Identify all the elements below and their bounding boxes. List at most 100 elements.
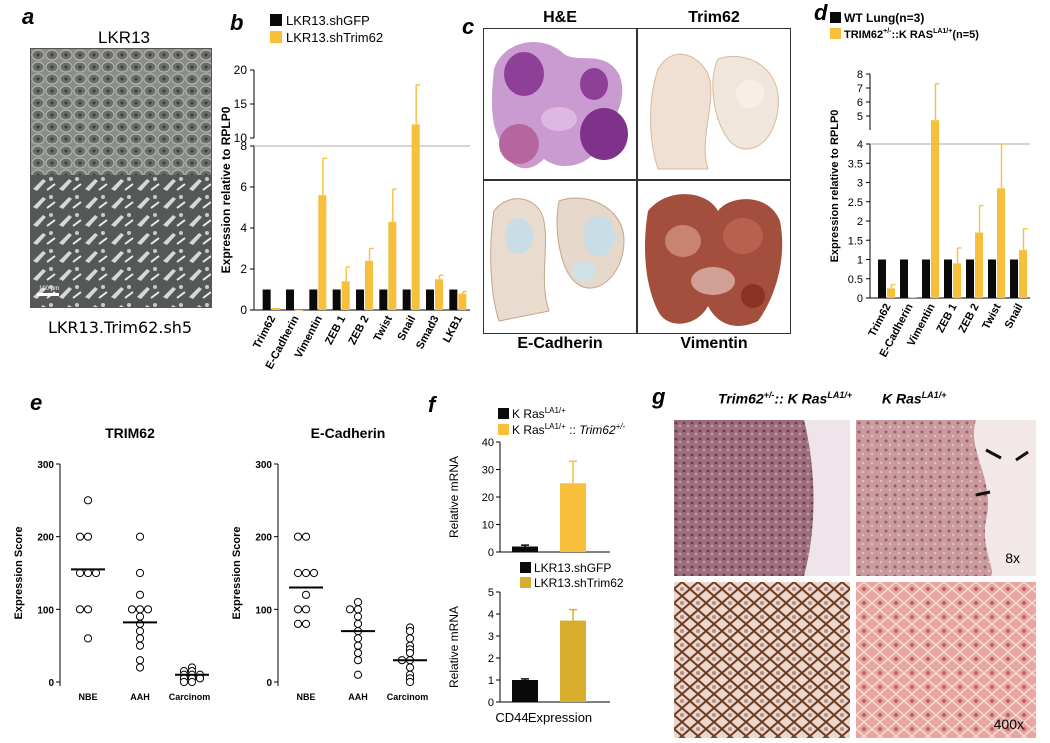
data-point [179,677,189,687]
legend-swatch-trim62-kras [830,28,841,39]
g-bottom-left-image [674,582,850,738]
data-point [353,641,363,650]
legend-swatch-shgfp [270,14,282,26]
g-top-left-image [674,420,850,576]
bar [426,289,434,310]
data-point [353,634,363,643]
y-tick-label: 10 [234,131,248,145]
x-category-label: Carcinoma [387,692,428,702]
x-category-label: Twist [372,313,396,343]
x-category-label: NBE [296,692,315,702]
data-point [405,663,415,672]
g-left-title-gene: Trim62 [718,390,764,407]
data-point [293,605,303,614]
data-point [83,605,93,614]
y-tick-label: 4 [488,609,494,621]
cell-culture-image: 100 µm [31,49,211,307]
data-point [75,605,85,614]
panel-d-bar-chart: WT Lung(n=3)TRIM62+/-::K RASLA1/+(n=5)0 0… [829,11,1030,359]
ihc-low-mag-trim62-image [674,420,850,576]
arrow-icon [1015,450,1029,462]
data-point [293,568,303,578]
y-tick-label: 6 [857,97,863,109]
y-tick-label: 40 [482,437,494,449]
y-tick-label: 6 [240,180,247,194]
y-tick-label: 7 [857,83,863,95]
data-point [135,532,145,541]
y-tick-label: 10 [482,520,494,532]
scatter-title: TRIM62 [105,425,155,441]
legend-part-sup2: LA1/+ [933,28,952,35]
y-tick-label: 0 [266,678,272,689]
data-point [135,612,145,621]
panel-a-caption: LKR13.Trim62.sh5 [48,318,193,337]
data-point [83,496,93,505]
data-point [405,634,415,643]
bar [878,259,886,298]
he-stain-image [491,42,628,169]
panel-e-ecadherin-scatter: E-Cadherin 0 100 200 300 Expression Score NBE A… [231,425,428,702]
panel-e-trim62-scatter: TRIM62 0 100 200 300 Expression Score NBE AAH Ca… [13,425,210,702]
y-axis-title: Expression relative to RPLP0 [219,106,233,273]
y-tick-label: 0.5 [848,274,863,286]
panel-b-bar-chart: LKR13.shGFPLKR13.shTrim6202468101520Trim… [219,13,470,370]
y-axis-title: Expression relative to RPLP0 [829,110,841,263]
data-point [135,641,145,650]
x-label-cd44: CD44 [495,710,528,725]
y-tick-label: 5 [857,111,863,123]
scalebar-label: 100 µm [39,286,59,292]
g-left-title-kras: :: K Ras [774,390,828,407]
ecadherin-stain-image [490,197,625,322]
bar [887,288,895,298]
g-top-right-image: 8x [856,420,1036,576]
data-point [405,677,415,687]
bar [560,483,586,552]
data-point [143,605,153,614]
tile-ecadherin-label: E-Cadherin [517,335,603,352]
data-point [345,605,355,614]
bar [512,546,538,552]
x-label-expression: Expression [528,710,592,725]
x-category-label: LKB1 [441,314,465,345]
y-tick-label: 0 [488,697,494,709]
data-point [83,568,93,578]
arrow-icon [975,490,991,497]
y-axis-title: Relative mRNA [447,456,461,538]
y-tick-label: 8 [240,139,247,153]
bar [379,289,388,310]
legend-label-shtrim62: LKR13.shTrim62 [534,576,624,590]
data-point [135,663,145,672]
data-point [293,619,303,628]
y-tick-label: 20 [234,63,248,77]
bar [458,293,467,310]
legend-swatch-kras-trim62 [498,424,509,435]
data-point [91,568,101,578]
y-tick-label: 100 [255,605,272,616]
bar [332,289,341,310]
bar [1019,249,1027,298]
bar [975,232,983,298]
bar [365,260,373,310]
tile-vimentin-label: Vimentin [680,335,748,352]
data-point [75,532,85,541]
y-tick-label: 2 [240,262,247,276]
data-point [135,656,145,665]
trim62-stain-image [650,53,779,170]
bar [1010,259,1018,298]
legend-label-kras: K RasLA1/+ [512,406,566,421]
legend-swatch-shtrim62 [520,577,531,588]
legend-swatch-shgfp [520,562,531,573]
tile-he-label: H&E [543,9,577,26]
y-tick-label: 4 [240,221,247,235]
y-tick-label: 2 [857,216,863,228]
x-category-label: Carcinoma [169,692,210,702]
legend-part-sup: LA1/+ [545,422,566,431]
panel-label-g: g [652,384,666,409]
bar [318,195,327,310]
y-tick-label: 30 [482,465,494,477]
bar [953,263,961,298]
bar [909,297,917,298]
y-tick-label: 300 [255,460,272,471]
data-point [405,627,415,636]
x-category-label: Twist [980,301,1004,331]
